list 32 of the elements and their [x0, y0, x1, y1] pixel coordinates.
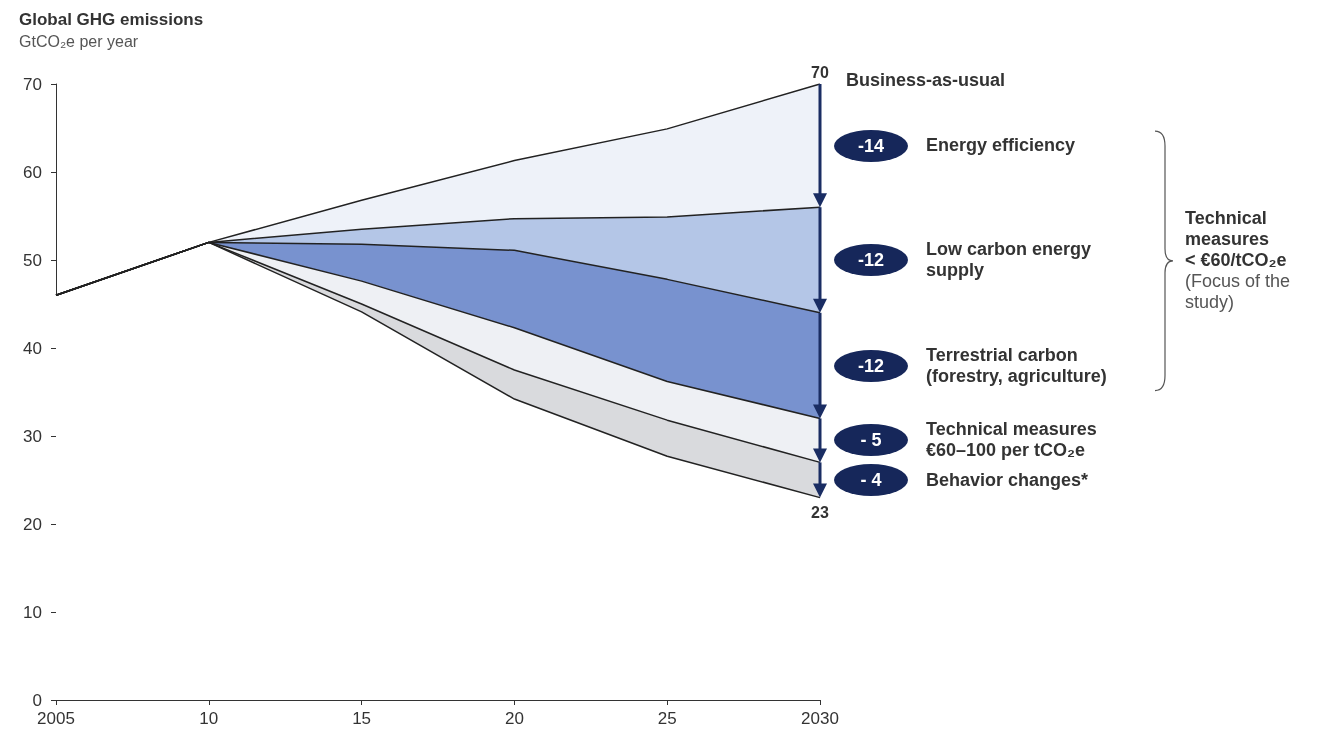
value-badge: -14: [834, 129, 908, 162]
y-tick-label: 70: [23, 74, 42, 94]
chart-title: Global GHG emissions: [19, 10, 204, 29]
text: Technical measures: [1185, 208, 1271, 251]
text: Behavior changes*: [926, 469, 1089, 491]
y-tick-label: 30: [23, 426, 42, 446]
value-badge: -12: [834, 244, 908, 276]
x-tick-label: 15: [352, 709, 372, 728]
value-badge: - 4: [834, 464, 908, 496]
value-badge: - 5: [834, 424, 908, 457]
y-tick-label: 50: [23, 250, 42, 270]
text: (Focus of the study): [1185, 271, 1292, 314]
text: Low carbon energy supply: [926, 239, 1093, 281]
y-tick-label: 0: [32, 690, 42, 710]
y-tick-label: 40: [23, 338, 42, 358]
text: Terrestrial carbon (forestry, agriculture): [926, 344, 1108, 387]
x-tick-label: 20: [504, 709, 524, 728]
text: < €60/tCO₂e: [1185, 250, 1288, 272]
value-badge: -12: [834, 349, 908, 382]
x-tick-label: 10: [199, 709, 219, 728]
x-tick-label: 25: [657, 709, 677, 728]
y-tick-label: 60: [23, 162, 42, 182]
annotation: 70: [811, 63, 829, 83]
y-tick-label: 10: [23, 602, 42, 622]
text: Energy efficiency: [926, 135, 1076, 157]
x-tick-label: 2005: [37, 709, 75, 728]
y-axis-title: GtCO₂e per year: [19, 32, 139, 50]
annotation: 23: [811, 502, 829, 523]
text: Technical measures €60–100 per tCO₂e: [926, 419, 1098, 462]
annotation: Business-as-usual: [846, 70, 1006, 91]
x-tick-label: 2030: [801, 709, 839, 728]
y-tick-label: 20: [23, 514, 42, 534]
